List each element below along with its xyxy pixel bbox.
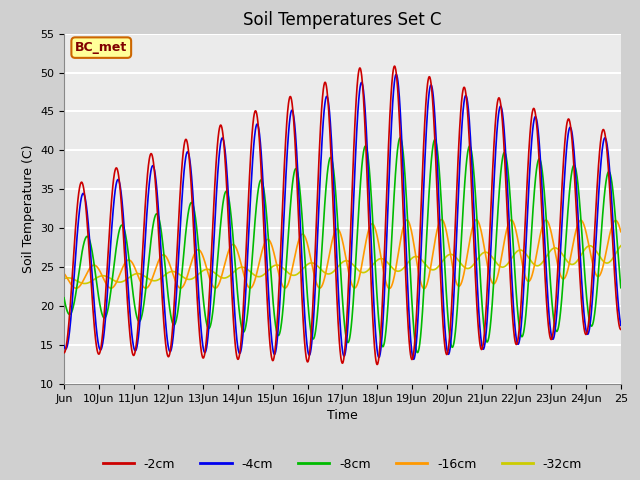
X-axis label: Time: Time <box>327 409 358 422</box>
Y-axis label: Soil Temperature (C): Soil Temperature (C) <box>22 144 35 273</box>
Legend: -2cm, -4cm, -8cm, -16cm, -32cm: -2cm, -4cm, -8cm, -16cm, -32cm <box>97 453 588 476</box>
Text: BC_met: BC_met <box>75 41 127 54</box>
Title: Soil Temperatures Set C: Soil Temperatures Set C <box>243 11 442 29</box>
